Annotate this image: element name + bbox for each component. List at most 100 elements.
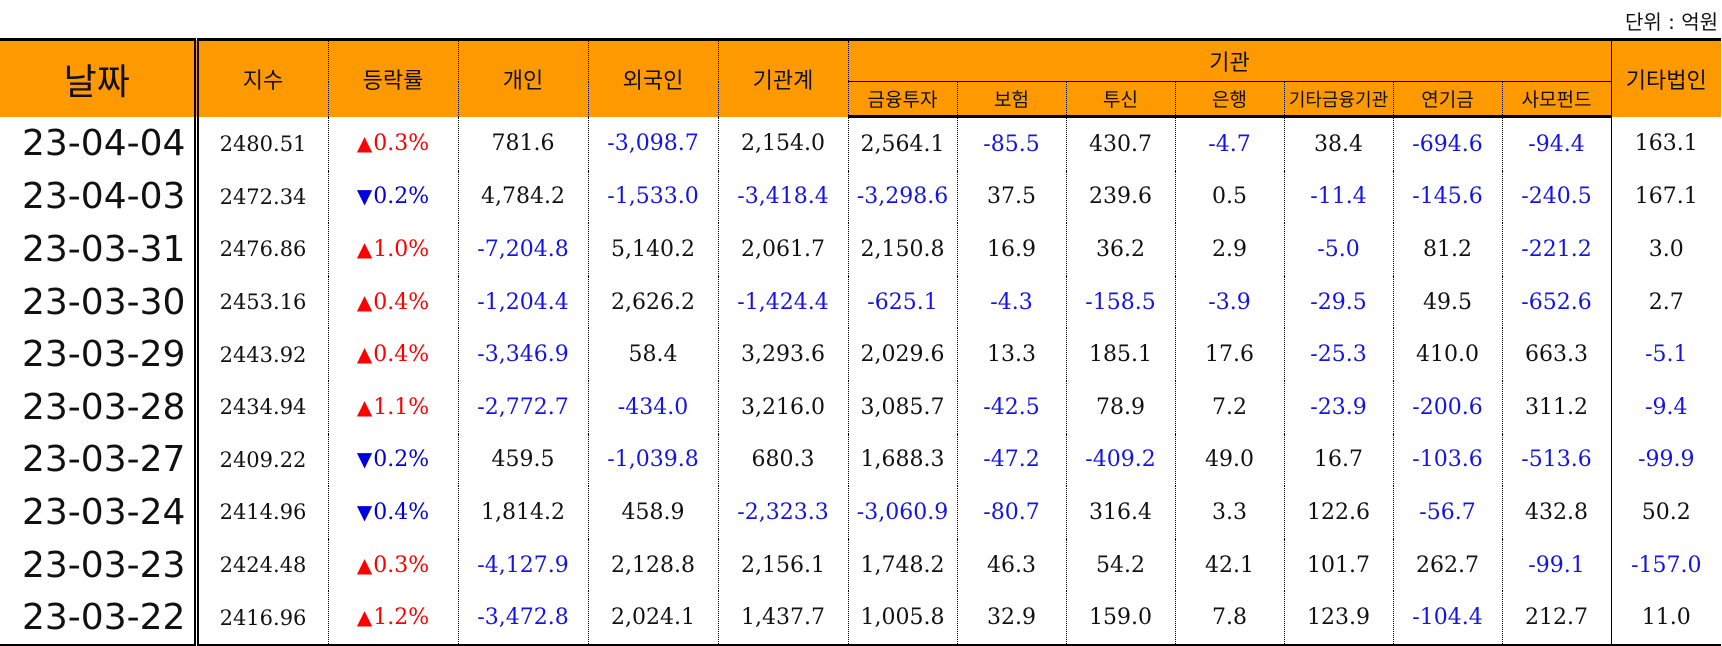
change-value: 0.3%: [373, 131, 430, 157]
row-cell: -4.3: [956, 275, 1066, 329]
row-cell: 42.1: [1174, 538, 1284, 592]
header-institution-group: 기관: [847, 38, 1612, 82]
row-cell: -5.1: [1610, 328, 1722, 381]
change-value: 0.3%: [373, 552, 430, 578]
row-cell: 458.9: [587, 486, 718, 539]
row-change: ▲1.1%: [327, 380, 458, 434]
row-cell: 781.6: [457, 116, 588, 171]
row-cell: -3,418.4: [717, 170, 848, 224]
row-cell: 49.5: [1392, 275, 1502, 329]
row-date: 23-03-23: [0, 538, 199, 592]
row-cell: -625.1: [847, 275, 957, 329]
row-cell: 1,748.2: [847, 538, 957, 592]
row-cell: 46.3: [956, 538, 1066, 592]
row-cell: 0.5: [1174, 170, 1284, 224]
table-row: 23-04-03 2472.34 ▼0.2% 4,784.2 -1,533.0 -3,41…: [0, 170, 1722, 224]
row-cell: -56.7: [1392, 486, 1502, 539]
row-cell: -513.6: [1501, 433, 1612, 487]
row-cell: -104.4: [1392, 591, 1502, 646]
row-cell: -1,533.0: [587, 170, 718, 224]
row-date: 23-03-27: [0, 433, 199, 487]
row-index: 2476.86: [219, 237, 307, 262]
table-row: 23-03-22 2416.96 ▲1.2% -3,472.8 2,024.1 1,437…: [0, 591, 1722, 646]
row-cell: -652.6: [1501, 275, 1612, 329]
row-cell: 185.1: [1065, 328, 1175, 381]
row-cell: -145.6: [1392, 170, 1502, 224]
row-cell: 32.9: [956, 591, 1066, 646]
row-change: ▼0.2%: [327, 170, 458, 224]
row-cell: -3,472.8: [457, 591, 588, 646]
row-cell: -4,127.9: [457, 538, 588, 592]
header-other-corp: 기타법인: [1610, 38, 1722, 117]
row-cell: 311.2: [1501, 380, 1612, 434]
header-foreign: 외국인: [587, 38, 718, 117]
row-index: 2453.16: [219, 290, 307, 315]
table-row: 23-03-27 2409.22 ▼0.2% 459.5 -1,039.8 680.3 1,…: [0, 433, 1722, 487]
table-row: 23-03-23 2424.48 ▲0.3% -4,127.9 2,128.8 2,156…: [0, 538, 1722, 592]
row-cell: -9.4: [1610, 380, 1722, 434]
row-date: 23-03-22: [0, 591, 199, 646]
row-cell: -3,098.7: [587, 116, 718, 171]
row-cell: 239.6: [1065, 170, 1175, 224]
row-cell: 7.2: [1174, 380, 1284, 434]
row-cell: 101.7: [1283, 538, 1393, 592]
change-value: 1.0%: [373, 236, 430, 262]
row-cell: 2,156.1: [717, 538, 848, 592]
row-index: 2480.51: [219, 131, 307, 156]
row-cell: -3,060.9: [847, 486, 957, 539]
row-date: 23-03-24: [0, 486, 199, 539]
header-date: 날짜: [0, 38, 199, 117]
table-row: 23-03-24 2414.96 ▼0.4% 1,814.2 458.9 -2,323.3…: [0, 486, 1722, 539]
row-index: 2424.48: [219, 553, 307, 578]
row-cell: 167.1: [1610, 170, 1722, 224]
row-cell: -2,772.7: [457, 380, 588, 434]
row-index: 2414.96: [219, 500, 307, 525]
table-row: 23-03-31 2476.86 ▲1.0% -7,204.8 5,140.2 2,061…: [0, 223, 1722, 276]
row-cell: 36.2: [1065, 223, 1175, 276]
change-value: 1.1%: [373, 394, 430, 420]
row-date: 23-04-04: [0, 116, 199, 171]
row-cell: 410.0: [1392, 328, 1502, 381]
row-cell: 3,216.0: [717, 380, 848, 434]
row-cell: 430.7: [1065, 116, 1175, 171]
row-cell: -3,346.9: [457, 328, 588, 381]
up-triangle-icon: ▲: [356, 394, 373, 419]
row-cell: -240.5: [1501, 170, 1612, 224]
row-cell: 7.8: [1174, 591, 1284, 646]
row-cell: 54.2: [1065, 538, 1175, 592]
row-cell: -3,298.6: [847, 170, 957, 224]
row-date: 23-04-03: [0, 170, 199, 224]
row-cell: -694.6: [1392, 116, 1502, 171]
up-triangle-icon: ▲: [356, 131, 373, 156]
row-cell: -1,204.4: [457, 275, 588, 329]
row-cell: 38.4: [1283, 116, 1393, 171]
row-cell: 123.9: [1283, 591, 1393, 646]
row-cell: 4,784.2: [457, 170, 588, 224]
row-cell: -29.5: [1283, 275, 1393, 329]
row-cell: 50.2: [1610, 486, 1722, 539]
row-cell: 58.4: [587, 328, 718, 381]
header-individual: 개인: [457, 38, 588, 117]
row-cell: 16.7: [1283, 433, 1393, 487]
row-change: ▼0.4%: [327, 486, 458, 539]
row-cell: 432.8: [1501, 486, 1612, 539]
table-row: 23-03-28 2434.94 ▲1.1% -2,772.7 -434.0 3,216.…: [0, 380, 1722, 434]
table-row: 23-03-30 2453.16 ▲0.4% -1,204.4 2,626.2 -1,42…: [0, 275, 1722, 329]
row-change: ▼0.2%: [327, 433, 458, 487]
row-cell: 37.5: [956, 170, 1066, 224]
row-cell: -103.6: [1392, 433, 1502, 487]
row-cell: -85.5: [956, 116, 1066, 171]
down-triangle-icon: ▼: [356, 184, 373, 209]
row-index: 2409.22: [219, 447, 307, 472]
row-cell: 16.9: [956, 223, 1066, 276]
row-cell: -409.2: [1065, 433, 1175, 487]
row-cell: 212.7: [1501, 591, 1612, 646]
row-change: ▲0.4%: [327, 275, 458, 329]
row-cell: -221.2: [1501, 223, 1612, 276]
row-cell: 2.9: [1174, 223, 1284, 276]
row-cell: 459.5: [457, 433, 588, 487]
row-cell: -5.0: [1283, 223, 1393, 276]
row-date: 23-03-31: [0, 223, 199, 276]
row-cell: 163.1: [1610, 116, 1722, 171]
row-change: ▲1.2%: [327, 591, 458, 646]
